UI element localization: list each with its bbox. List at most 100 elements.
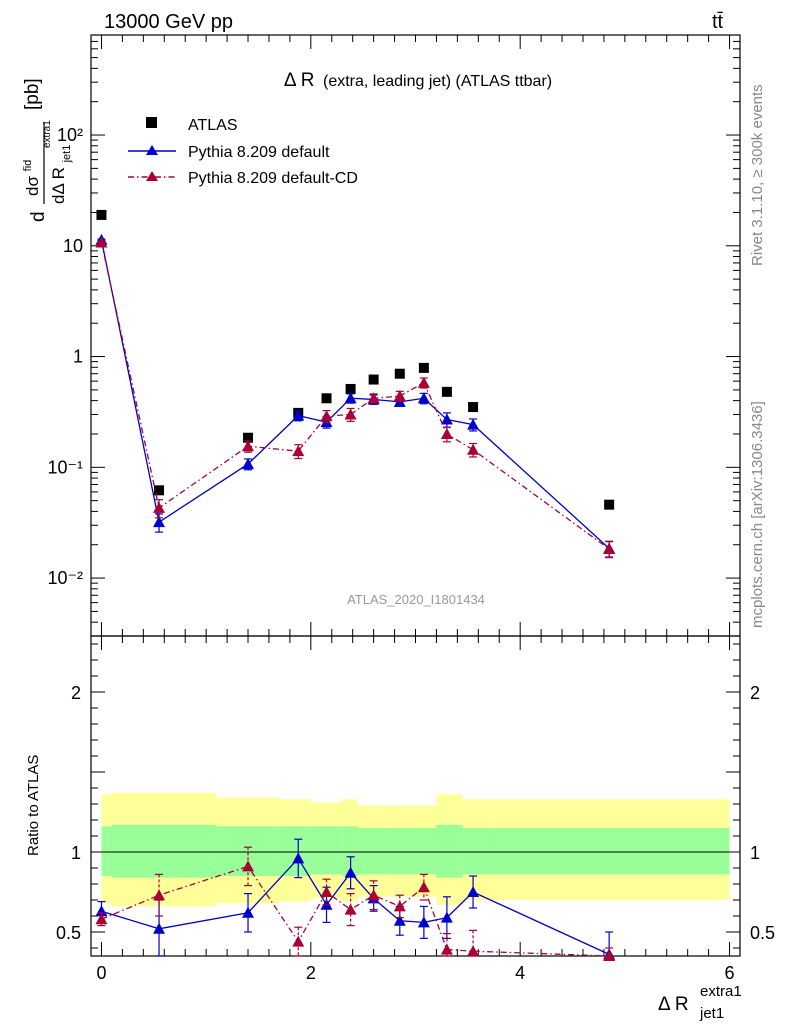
ratio-band-inner (363, 828, 390, 875)
ratio-data-point (344, 866, 357, 878)
analysis-watermark: ATLAS_2020_I1801434 (347, 592, 485, 607)
ratio-bands (91, 792, 740, 907)
data-point (467, 443, 480, 455)
ratio-y-tick-label: 0.5 (56, 923, 81, 943)
svg-text:d: d (28, 211, 49, 222)
ratio-data-point (292, 852, 305, 864)
ylabel-denominator: dΔ R (49, 167, 68, 204)
data-point (603, 543, 616, 555)
main-y-tick-label: 10⁻² (47, 568, 83, 588)
ylabel-denominator-sub: jet1 (61, 145, 73, 164)
ratio-band-inner (436, 824, 463, 878)
ratio-data-point (95, 905, 108, 917)
data-point (292, 445, 305, 457)
data-point (393, 390, 406, 402)
ratio-series-line (101, 857, 610, 955)
x-axis-label-main: Δ R (658, 994, 689, 1015)
mcplots-label: mcplots.cern.ch [arXiv:1306.3436] (749, 401, 766, 628)
ratio-y-tick-label: 2 (71, 683, 81, 703)
x-axis-label-sup: extra1 (700, 983, 742, 1000)
ylabel-numerator: dσ (23, 176, 42, 196)
data-point (321, 393, 332, 404)
data-marks (95, 209, 616, 961)
ratio-data-point (153, 889, 166, 901)
legend-marker-default (146, 145, 158, 155)
data-point (440, 427, 453, 439)
ratio-band-inner (415, 828, 437, 875)
ratio-band-inner (310, 826, 343, 875)
ylabel-denominator-sup: extra1 (42, 120, 53, 148)
legend-marker-cd (146, 171, 158, 181)
ratio-data-point (440, 911, 453, 923)
data-point (243, 432, 254, 443)
x-tick-label: 0 (96, 963, 106, 983)
data-point (320, 410, 333, 422)
legend-label-atlas: ATLAS (188, 117, 238, 134)
svg-text:extra1: extra1 (42, 120, 53, 148)
ratio-data-point (417, 881, 430, 893)
x-tick-label: 6 (725, 963, 735, 983)
x-axis-label-sub: jet1 (699, 1005, 724, 1022)
ratio-band-inner (389, 828, 416, 875)
series-line (100, 242, 610, 550)
ratio-data-point (153, 922, 166, 934)
ratio-y-tick-label-right: 2 (750, 683, 760, 703)
data-point (394, 368, 405, 379)
main-title: Δ R (extra, leading jet) (ATLAS ttbar) (284, 70, 552, 91)
ratio-y-tick-label: 1 (71, 843, 81, 863)
ratio-band-inner (342, 826, 358, 876)
ratio-data-point (320, 886, 333, 897)
svg-text:dσ fid: dσ fid (22, 160, 42, 196)
x-tick-label: 2 (306, 963, 316, 983)
data-point (440, 413, 453, 425)
ratio-band-inner (211, 824, 217, 878)
main-y-axis-label: d dσ fid dΔ R jet1 extra1 [pb] (22, 78, 73, 222)
ratio-band-inner (279, 826, 311, 876)
ratio-data-point (367, 889, 380, 901)
series-2 (95, 236, 616, 559)
ylabel-numerator-sup: fid (22, 160, 34, 172)
legend-label-default: Pythia 8.209 default (188, 144, 330, 161)
legend-label-cd: Pythia 8.209 default-CD (188, 170, 358, 187)
data-point (345, 383, 356, 394)
main-y-tick-label: 10² (57, 125, 83, 145)
main-y-tick-label: 10⁻¹ (47, 457, 83, 477)
ratio-data-point (467, 945, 480, 957)
ratio-data-point (344, 903, 357, 915)
x-tick-label: 4 (515, 963, 525, 983)
data-point (154, 485, 165, 496)
data-point (344, 392, 357, 404)
ratio-y-axis-label: Ratio to ATLAS (25, 755, 42, 856)
main-y-tick-label: 10 (63, 236, 83, 256)
main-y-tick-label: 1 (73, 347, 83, 367)
ratio-y-tick-label-right: 0.5 (750, 923, 775, 943)
series-0 (96, 209, 615, 510)
data-point (418, 362, 429, 373)
data-point (367, 392, 380, 404)
data-point (417, 392, 430, 404)
data-point (417, 376, 430, 388)
data-point (96, 209, 107, 220)
main-title-symbol: Δ R (284, 70, 315, 91)
main-title-suffix: (extra, leading jet) (ATLAS ttbar) (323, 73, 552, 90)
ratio-band-inner (488, 828, 730, 875)
energy-label: 13000 GeV pp (104, 11, 233, 33)
series-1 (95, 233, 616, 558)
data-point (344, 408, 357, 420)
ratio-y-tick-label-right: 1 (750, 843, 760, 863)
data-point (153, 516, 166, 528)
ylabel-unit: [pb] (22, 78, 43, 110)
ratio-data-point (393, 914, 406, 926)
process-label: tt̄ (712, 11, 724, 33)
data-point (242, 458, 255, 470)
ratio-data-point (393, 900, 406, 912)
ylabel-d: d (28, 211, 49, 222)
ratio-data-point (440, 943, 453, 955)
ratio-band-inner (111, 824, 212, 878)
ratio-band-inner (462, 828, 489, 875)
ratio-series-1 (95, 846, 616, 961)
data-point (153, 501, 166, 513)
ratio-data-point (95, 913, 108, 925)
ratio-data-point (467, 886, 480, 897)
